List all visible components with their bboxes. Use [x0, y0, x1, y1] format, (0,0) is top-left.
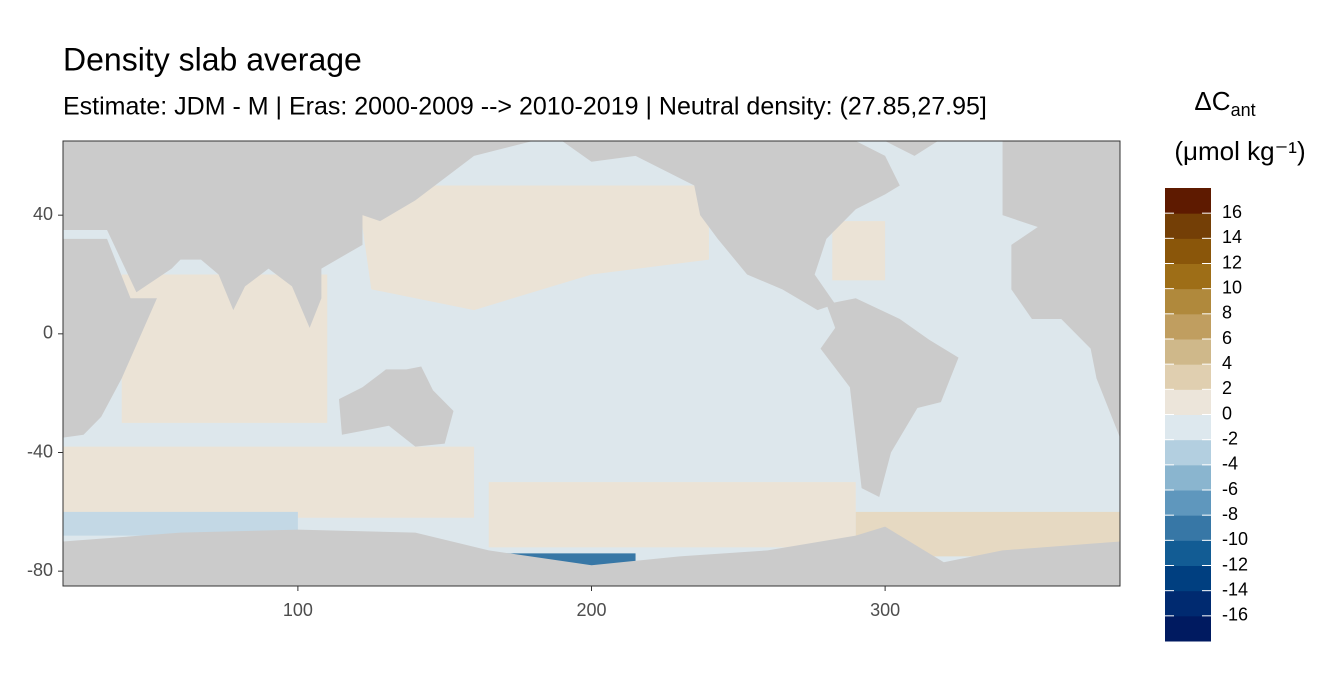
legend-swatch — [1165, 615, 1211, 642]
land — [562, 141, 900, 311]
legend-swatch — [1165, 515, 1211, 541]
legend-label: 10 — [1222, 277, 1242, 297]
legend-swatch — [1165, 590, 1211, 617]
x-tick-label: 100 — [283, 600, 313, 620]
legend-title-sub: ant — [1231, 100, 1256, 120]
chart-title: Density slab average — [63, 41, 362, 77]
y-tick-label: -40 — [27, 441, 53, 461]
legend-label: -12 — [1222, 554, 1248, 574]
legend-swatch — [1165, 565, 1211, 592]
legend-swatch — [1165, 414, 1211, 441]
legend-swatch — [1165, 490, 1211, 516]
legend-swatch — [1165, 464, 1211, 491]
legend-swatch — [1165, 389, 1211, 415]
chart-subtitle: Estimate: JDM - M | Eras: 2000-2009 --> … — [63, 93, 987, 121]
land — [63, 141, 533, 328]
legend-swatch — [1165, 364, 1211, 390]
positive-region — [121, 274, 328, 423]
land — [63, 526, 1120, 586]
x-tick-label: 200 — [576, 600, 606, 620]
legend-label: 16 — [1222, 202, 1242, 222]
legend-swatch — [1165, 238, 1211, 264]
legend-label: -2 — [1222, 428, 1238, 448]
negative-region — [63, 511, 298, 536]
legend-swatch — [1165, 339, 1211, 365]
positive-region — [488, 482, 856, 548]
positive-region — [832, 221, 886, 281]
legend-label: 6 — [1222, 328, 1232, 348]
land — [1002, 141, 1120, 438]
legend-title: ΔCant — [1194, 86, 1255, 120]
land — [885, 141, 938, 156]
legend-label: -14 — [1222, 579, 1248, 599]
legend-swatch — [1165, 313, 1211, 340]
legend-label: 14 — [1222, 227, 1242, 247]
legend-unit: (μmol kg⁻¹) — [1174, 136, 1305, 166]
legend-title-main: ΔC — [1194, 86, 1230, 116]
legend-label: -4 — [1222, 454, 1238, 474]
positive-region — [63, 446, 475, 518]
land — [820, 298, 959, 497]
legend-swatch — [1165, 540, 1211, 566]
legend-swatch — [1165, 188, 1211, 214]
legend-label: 8 — [1222, 303, 1232, 323]
y-tick-label: 0 — [43, 323, 53, 343]
legend-swatch — [1165, 288, 1211, 315]
land — [63, 238, 157, 438]
legend-swatch — [1165, 439, 1211, 466]
positive-region — [855, 511, 1120, 557]
legend-label: 0 — [1222, 403, 1232, 423]
y-tick-label: -80 — [27, 560, 53, 580]
legend-label: -8 — [1222, 504, 1238, 524]
legend-label: -10 — [1222, 529, 1248, 549]
x-tick-label: 300 — [870, 600, 900, 620]
legend-label: -6 — [1222, 479, 1238, 499]
legend-label: 12 — [1222, 252, 1242, 272]
legend-swatch — [1165, 213, 1211, 239]
map-layer — [62, 140, 1121, 587]
y-tick-label: 40 — [33, 204, 53, 224]
legend-swatch — [1165, 263, 1211, 290]
legend-label: 4 — [1222, 353, 1232, 373]
land — [338, 366, 454, 447]
legend-label: 2 — [1222, 378, 1232, 398]
legend-label: -16 — [1222, 605, 1248, 625]
positive-region — [356, 185, 709, 311]
